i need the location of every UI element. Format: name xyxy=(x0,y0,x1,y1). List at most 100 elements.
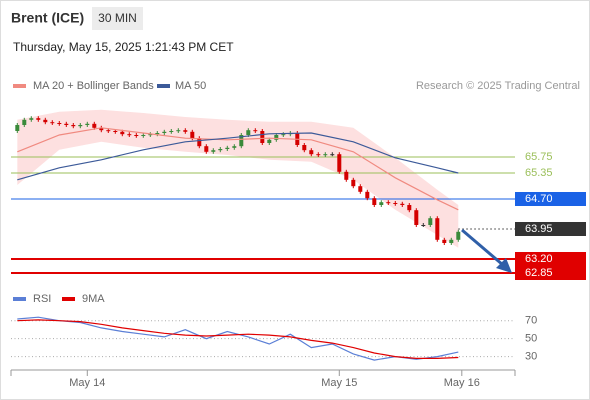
candle-body xyxy=(351,179,356,187)
candle-body xyxy=(428,218,433,225)
candle-body xyxy=(267,139,272,143)
forecast-arrow xyxy=(461,228,512,273)
candle-body xyxy=(309,150,314,155)
candle-body xyxy=(379,202,384,205)
candle-body xyxy=(190,131,195,139)
title: Brent (ICE) xyxy=(11,10,84,26)
candle-body xyxy=(92,123,97,128)
candle-body xyxy=(120,131,125,135)
line-series xyxy=(17,127,459,211)
candle-body xyxy=(365,191,370,199)
candle-body xyxy=(169,131,174,132)
candle-body xyxy=(134,135,139,136)
candle-body xyxy=(281,134,286,136)
candle-body xyxy=(106,130,111,132)
candle-body xyxy=(85,123,90,125)
candle-body xyxy=(372,198,377,205)
candle-body xyxy=(316,154,321,156)
candle-body xyxy=(204,146,209,152)
level-label: 65.35 xyxy=(525,167,553,179)
candle-body xyxy=(435,218,440,240)
candle-body xyxy=(78,125,83,127)
level-label: 62.85 xyxy=(525,267,553,279)
arrow-shaft xyxy=(461,228,504,267)
candle-body xyxy=(99,127,104,131)
x-tick-label: May 14 xyxy=(69,377,105,389)
level-label-box xyxy=(515,266,586,280)
candle-body xyxy=(246,130,251,135)
candle-body xyxy=(43,119,48,123)
candle-body xyxy=(456,231,461,240)
candle-body xyxy=(197,138,202,147)
candle-body xyxy=(260,131,265,143)
timeframe-box xyxy=(92,7,143,30)
candle-body xyxy=(358,186,363,192)
candle-body xyxy=(127,134,132,136)
candle-body xyxy=(414,210,419,225)
legend-label: MA 50 xyxy=(175,80,206,92)
candle-body xyxy=(400,203,405,205)
level-label-box xyxy=(515,222,586,236)
candle-body xyxy=(64,123,69,125)
candle-body xyxy=(218,149,223,151)
candle-body xyxy=(183,130,188,132)
candle-body xyxy=(148,134,153,136)
candle-body xyxy=(211,150,216,152)
candle-body xyxy=(302,145,307,151)
candle-body xyxy=(113,131,118,132)
candle-body xyxy=(386,202,391,204)
source: Research © 2025 Trading Central xyxy=(416,80,580,92)
candle-body xyxy=(421,225,426,226)
candle-body xyxy=(50,122,55,124)
candle-body xyxy=(407,205,412,211)
arrow-head xyxy=(496,258,512,273)
timeframe: 30 MIN xyxy=(98,11,137,25)
candle-body xyxy=(274,135,279,140)
candle-body xyxy=(232,146,237,148)
line-series xyxy=(17,319,459,359)
candle-body xyxy=(141,135,146,136)
candle-body xyxy=(337,154,342,172)
legend-label: RSI xyxy=(33,293,51,305)
y-tick-label: 70 xyxy=(525,315,537,327)
x-tick-label: May 15 xyxy=(321,377,357,389)
candle-body xyxy=(29,118,34,120)
candle-body xyxy=(253,130,258,132)
datetime: Thursday, May 15, 2025 1:21:43 PM CET xyxy=(13,40,234,54)
level-label: 65.75 xyxy=(525,151,553,163)
candle-body xyxy=(36,118,41,120)
candle-body xyxy=(162,131,167,133)
line-series xyxy=(17,132,459,181)
y-tick-label: 50 xyxy=(525,333,537,345)
candle-body xyxy=(15,125,20,131)
bollinger-band xyxy=(17,109,459,248)
level-label: 64.70 xyxy=(525,193,553,205)
legend-label: MA 20 + Bollinger Bands xyxy=(33,80,154,92)
candle-body xyxy=(176,130,181,132)
candle-body xyxy=(344,171,349,180)
candle-body xyxy=(449,239,454,243)
level-label-box xyxy=(515,192,586,206)
candle-body xyxy=(239,135,244,147)
level-label: 63.95 xyxy=(525,223,553,235)
candle-body xyxy=(330,154,335,156)
y-tick-label: 30 xyxy=(525,350,537,362)
candle-body xyxy=(57,123,62,124)
level-label-box xyxy=(515,252,586,266)
legend-swatch xyxy=(13,84,26,88)
candle-body xyxy=(393,203,398,204)
legend-swatch xyxy=(62,297,75,301)
candle-body xyxy=(71,125,76,127)
legend-swatch xyxy=(13,297,26,301)
candle-body xyxy=(155,133,160,135)
candle-body xyxy=(225,147,230,149)
candle-body xyxy=(22,119,27,125)
legend-label: 9MA xyxy=(82,293,105,305)
x-tick-label: May 16 xyxy=(444,377,480,389)
candle-body xyxy=(323,154,328,156)
candle-body xyxy=(442,239,447,243)
legend-swatch xyxy=(157,84,170,88)
